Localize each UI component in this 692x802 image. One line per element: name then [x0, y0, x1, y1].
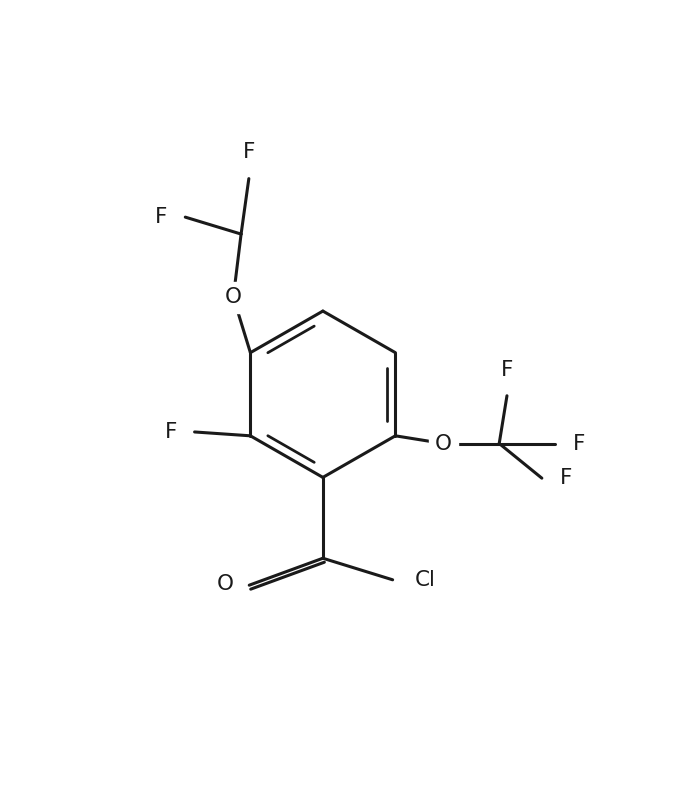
Text: O: O — [225, 287, 242, 307]
Text: O: O — [217, 573, 234, 593]
Text: F: F — [165, 422, 176, 442]
Text: F: F — [501, 359, 513, 379]
Text: Cl: Cl — [415, 569, 435, 589]
Text: O: O — [435, 434, 452, 453]
Text: F: F — [155, 207, 167, 227]
Text: F: F — [573, 434, 585, 453]
Text: F: F — [243, 143, 255, 163]
Text: F: F — [560, 468, 572, 488]
